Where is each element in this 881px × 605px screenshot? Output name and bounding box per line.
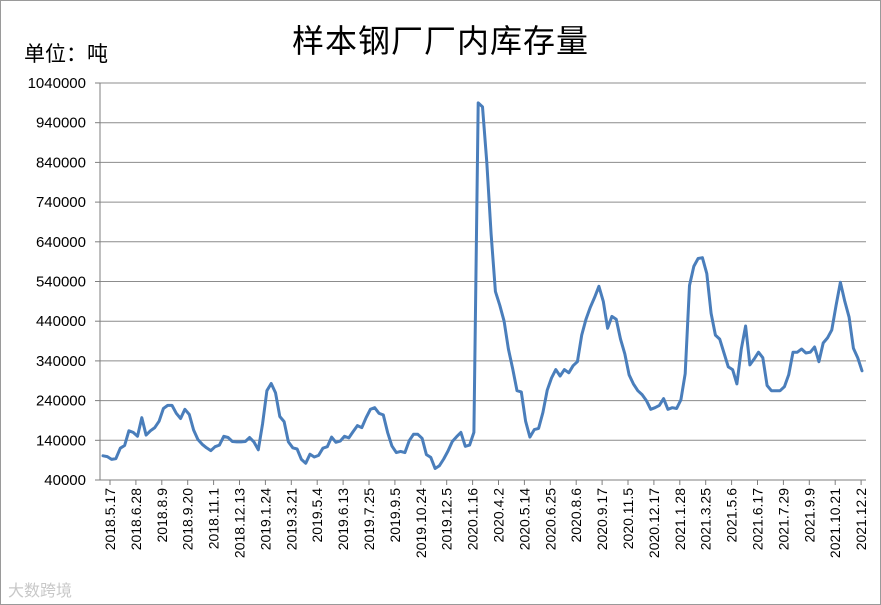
x-tick-label-17: 2020.6.25: [542, 488, 558, 550]
x-tick-label-14: 2020.1.16: [465, 488, 481, 550]
x-tick-label-6: 2019.1.24: [257, 488, 273, 550]
x-tick-label-28: 2021.10.21: [827, 488, 843, 558]
x-tick-label-26: 2021.7.29: [775, 488, 791, 550]
x-tick-label-27: 2021.9.9: [801, 488, 817, 543]
x-tick-label-18: 2020.8.6: [568, 488, 584, 543]
x-tick-label-29: 2021.12.2: [853, 488, 869, 550]
gridlines: [100, 82, 866, 481]
x-tick-label-3: 2018.9.20: [180, 488, 196, 550]
x-tick-label-22: 2021.1.28: [672, 488, 688, 550]
y-tick-label-10: 1040000: [28, 75, 86, 92]
x-tick-label-25: 2021.6.17: [750, 488, 766, 550]
x-tick-label-11: 2019.9.5: [387, 488, 403, 543]
x-tick-label-7: 2019.3.21: [283, 488, 299, 550]
x-tick-label-4: 2018.11.1: [206, 488, 222, 549]
x-tick-label-21: 2020.12.17: [646, 488, 662, 558]
series-layer: [101, 101, 864, 470]
x-tick-label-15: 2020.4.2: [491, 488, 507, 543]
x-tick-label-16: 2020.5.14: [516, 488, 532, 550]
x-tick-label-19: 2020.9.17: [594, 488, 610, 550]
y-tick-label-0: 40000: [44, 472, 86, 489]
x-tick-label-23: 2021.3.25: [698, 488, 714, 550]
x-tick-label-12: 2019.10.24: [413, 488, 429, 558]
x-tick-label-13: 2019.12.5: [439, 488, 455, 550]
x-tick-label-0: 2018.5.17: [102, 488, 118, 550]
x-axis: 2018.5.17 2018.6.28 2018.8.9 2018.9.20 2018.…: [100, 479, 869, 558]
y-axis: 40000 140000 240000 340000 440000 540000 64000…: [28, 75, 101, 489]
y-tick-label-8: 840000: [36, 154, 86, 171]
x-tick-label-10: 2019.7.25: [361, 488, 377, 550]
y-tick-label-4: 440000: [36, 313, 86, 330]
x-tick-label-24: 2021.5.6: [724, 488, 740, 543]
y-tick-label-2: 240000: [36, 393, 86, 410]
y-tick-label-9: 940000: [36, 115, 86, 132]
x-tick-label-8: 2019.5.4: [309, 488, 325, 543]
x-tick-label-20: 2020.11.5: [620, 488, 636, 549]
y-tick-label-6: 640000: [36, 234, 86, 251]
x-tick-label-2: 2018.8.9: [154, 488, 170, 543]
watermark-text: 大数跨境: [8, 581, 73, 600]
y-tick-label-7: 740000: [36, 194, 86, 211]
x-tick-label-5: 2018.12.13: [232, 488, 248, 558]
y-tick-label-5: 540000: [36, 274, 86, 291]
x-tick-label-1: 2018.6.28: [128, 488, 144, 550]
chart-title: 样本钢厂厂内库存量: [291, 22, 589, 60]
series-line-0: [101, 101, 864, 470]
y-tick-label-3: 340000: [36, 353, 86, 370]
unit-label: 单位：吨: [24, 42, 108, 66]
y-tick-label-1: 140000: [36, 432, 86, 449]
x-tick-label-9: 2019.6.13: [335, 488, 351, 550]
